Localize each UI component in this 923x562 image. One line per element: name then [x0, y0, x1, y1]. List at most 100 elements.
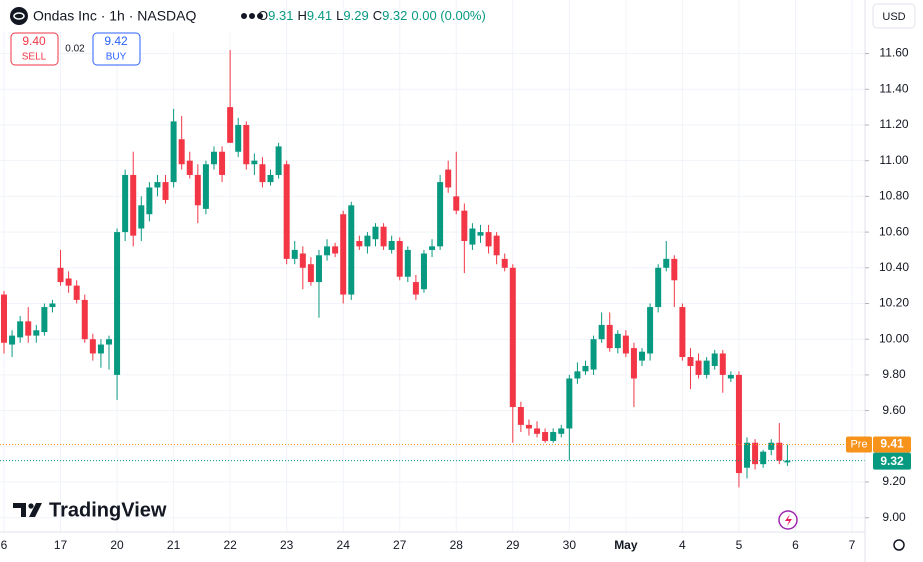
candle-body	[525, 424, 532, 429]
candle-body	[687, 357, 694, 366]
candle-body	[727, 374, 734, 379]
x-tick-label: 22	[223, 538, 237, 552]
currency: USD	[882, 11, 905, 23]
x-tick-label: 4	[679, 538, 686, 552]
spread: 0.02	[65, 44, 85, 55]
lightning-bolt	[785, 514, 792, 526]
candle-body	[784, 460, 791, 463]
candle-body	[679, 307, 686, 358]
y-tick-label: 10.00	[879, 331, 909, 345]
y-tick-label: 10.20	[879, 296, 909, 310]
candle-body	[307, 264, 314, 283]
candle-body	[33, 330, 40, 336]
candle-body	[703, 360, 710, 375]
x-tick-label: 17	[54, 538, 68, 552]
candle-body	[41, 307, 48, 333]
candle-body	[194, 174, 201, 206]
candle-body	[73, 285, 80, 300]
candle-body	[477, 232, 484, 236]
x-tick-label: 21	[167, 538, 181, 552]
candle-body	[17, 321, 24, 338]
candle-body	[275, 146, 282, 175]
candle-body	[744, 442, 751, 468]
icon	[257, 13, 263, 19]
candle-body	[542, 432, 549, 441]
candle-body	[210, 151, 217, 165]
candle-body	[364, 235, 371, 247]
candle-body	[154, 182, 161, 188]
icon	[249, 13, 255, 19]
candle-body	[647, 307, 654, 354]
candle-body	[348, 205, 355, 295]
candle-body	[315, 255, 322, 283]
x-tick-label: 28	[450, 538, 464, 552]
x-tick-label: 5	[736, 538, 743, 552]
settings-icon[interactable]	[893, 539, 905, 551]
candle-body	[485, 232, 492, 247]
x-tick-label: 27	[393, 538, 407, 552]
ohlc-key: O	[258, 8, 268, 23]
x-tick-label: 29	[506, 538, 520, 552]
candle-body	[606, 324, 613, 349]
candle-body	[517, 407, 524, 425]
candle-body	[267, 174, 274, 183]
last-price-badge: 9.32	[880, 454, 904, 468]
candle-body	[396, 241, 403, 277]
candle-body	[1, 294, 7, 343]
candle-body	[509, 267, 516, 408]
icon	[241, 13, 247, 19]
candle-body	[566, 378, 573, 429]
candle-body	[622, 335, 629, 354]
candle-body	[630, 348, 637, 379]
candle-body	[429, 246, 436, 250]
candle-body	[81, 299, 88, 340]
x-tick-label: 30	[563, 538, 577, 552]
x-tick-label: May	[614, 538, 638, 552]
candle-body	[695, 360, 702, 375]
candle-body	[235, 124, 242, 152]
axis: 9.009.209.409.609.8010.0010.2010.4010.60…	[1, 46, 911, 552]
candle-body	[768, 442, 775, 450]
candle-body	[404, 249, 411, 277]
ohlc-value: 9.29	[343, 8, 368, 23]
candle-body	[655, 267, 662, 308]
header-bg	[0, 0, 262, 32]
candle-body	[9, 335, 16, 345]
buy-label: BUY	[106, 52, 127, 63]
watermark: TradingView	[49, 499, 167, 521]
y-tick-label: 11.40	[879, 81, 908, 95]
watermark-logo	[13, 503, 42, 517]
candle-body	[437, 182, 444, 247]
candle-body	[558, 428, 565, 434]
candle-body	[380, 226, 387, 247]
grid	[0, 0, 865, 532]
candle-body	[639, 351, 646, 361]
candle-body	[582, 365, 589, 372]
candle-body	[534, 428, 541, 434]
ohlc-key: H	[297, 8, 306, 23]
x-tick-label: 7	[849, 538, 856, 552]
last-price-badge-bg	[873, 452, 911, 470]
y-tick-label: 11.60	[879, 46, 908, 60]
candle-body	[356, 241, 363, 247]
y-tick-label: 9.00	[882, 510, 906, 524]
ohlc-key: L	[336, 8, 343, 23]
y-tick-label: 10.40	[879, 260, 909, 274]
currency-button[interactable]	[872, 3, 916, 29]
buy-button[interactable]	[92, 32, 141, 66]
premarket-badge-bg	[873, 436, 911, 453]
candle-body	[711, 353, 718, 366]
premarket-badge: 9.41	[880, 437, 904, 451]
y-tick-label: 9.20	[882, 474, 906, 488]
sell-button[interactable]	[10, 32, 59, 66]
candle-body	[219, 151, 226, 175]
y-tick-label: 9.80	[882, 367, 906, 381]
header-icons[interactable]	[241, 13, 263, 19]
y-tick-label: 11.00	[879, 153, 908, 167]
x-tick-label: 6	[792, 538, 799, 552]
candle-body	[202, 164, 209, 209]
candle-body	[227, 107, 234, 143]
y-tick-label: 9.60	[882, 403, 906, 417]
